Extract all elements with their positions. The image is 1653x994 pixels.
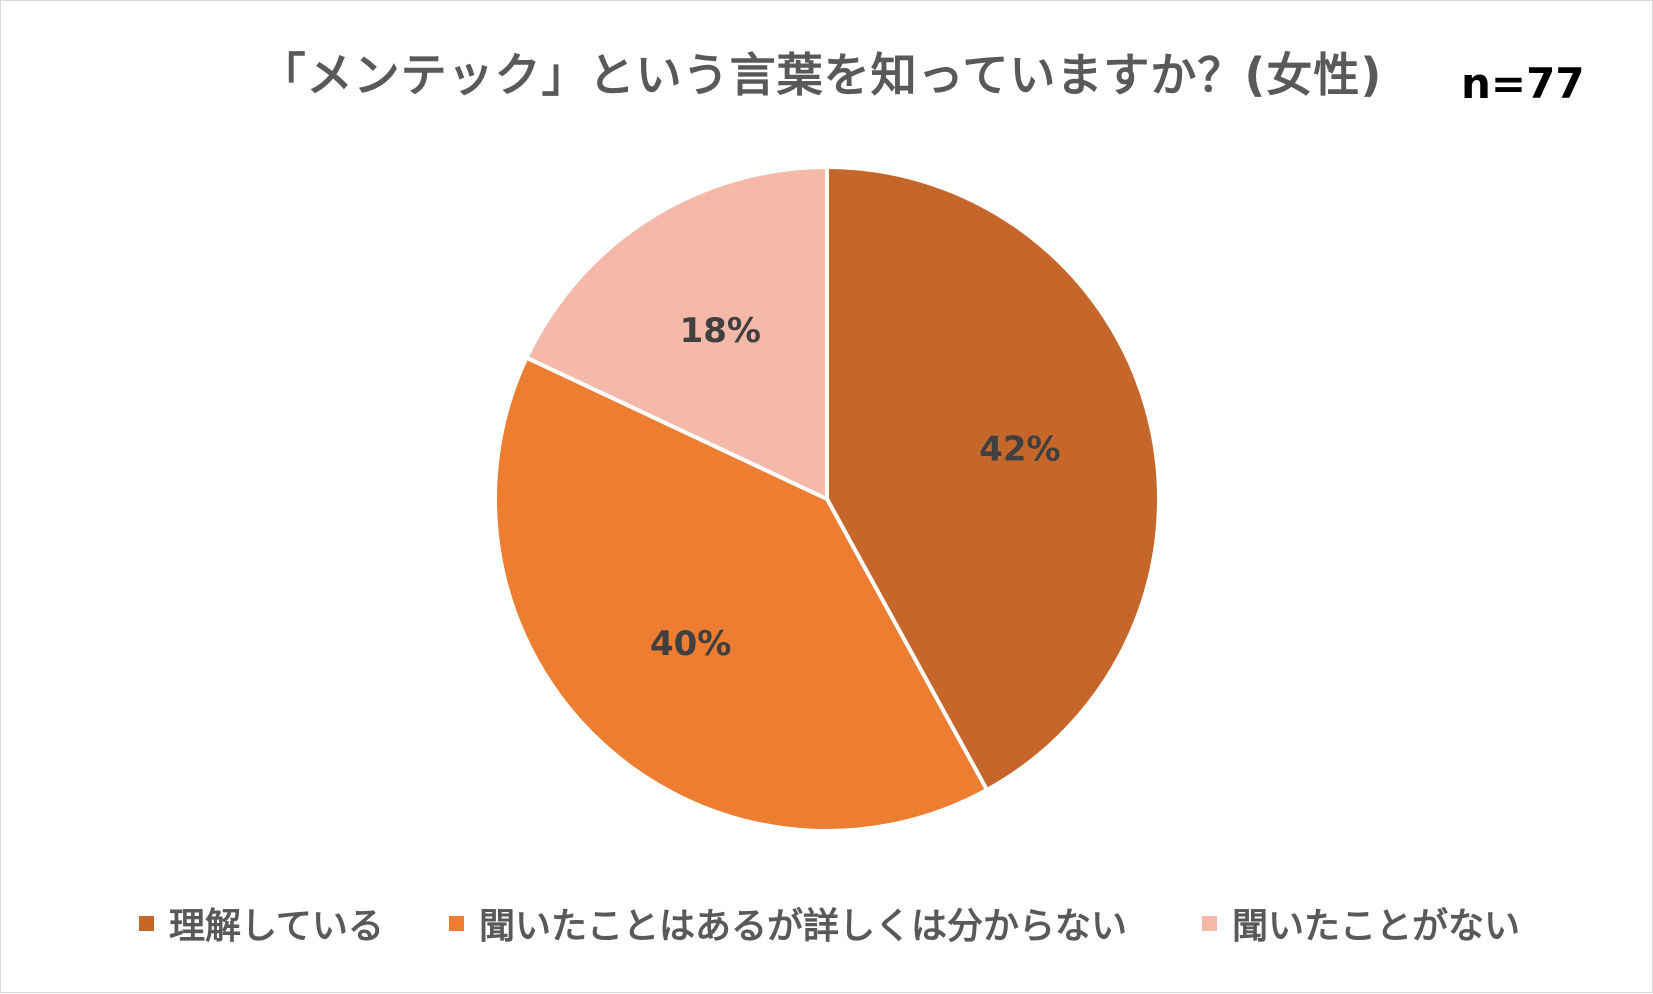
pie-slice-never-heard <box>524 165 829 501</box>
legend-label: 聞いたことはあるが詳しくは分からない <box>479 906 1128 947</box>
pie-slice-heard-not-detailed <box>493 355 989 833</box>
pie-slice-understand <box>825 165 1161 792</box>
legend-swatch <box>139 915 154 931</box>
data-label-heard-not-detailed: 40% <box>650 624 731 664</box>
legend-item-heard-not-detailed: 聞いたことはあるが詳しくは分からない <box>449 897 1127 949</box>
legend-label: 理解している <box>169 906 384 947</box>
legend-item-understand: 理解している <box>139 897 384 949</box>
chart-title: 「メンテック」という言葉を知っていますか？(女性) <box>259 48 1383 102</box>
data-label-never-heard: 18% <box>680 311 761 351</box>
legend: 理解している 聞いたことはあるが詳しくは分からない 聞いたことがない <box>1 897 1653 949</box>
legend-swatch <box>1202 915 1217 931</box>
legend-item-never-heard: 聞いたことがない <box>1202 897 1520 949</box>
legend-swatch <box>449 915 464 931</box>
legend-label: 聞いたことがない <box>1232 906 1521 947</box>
sample-size-label: n=77 <box>1461 59 1585 108</box>
data-label-understand: 42% <box>979 429 1060 469</box>
